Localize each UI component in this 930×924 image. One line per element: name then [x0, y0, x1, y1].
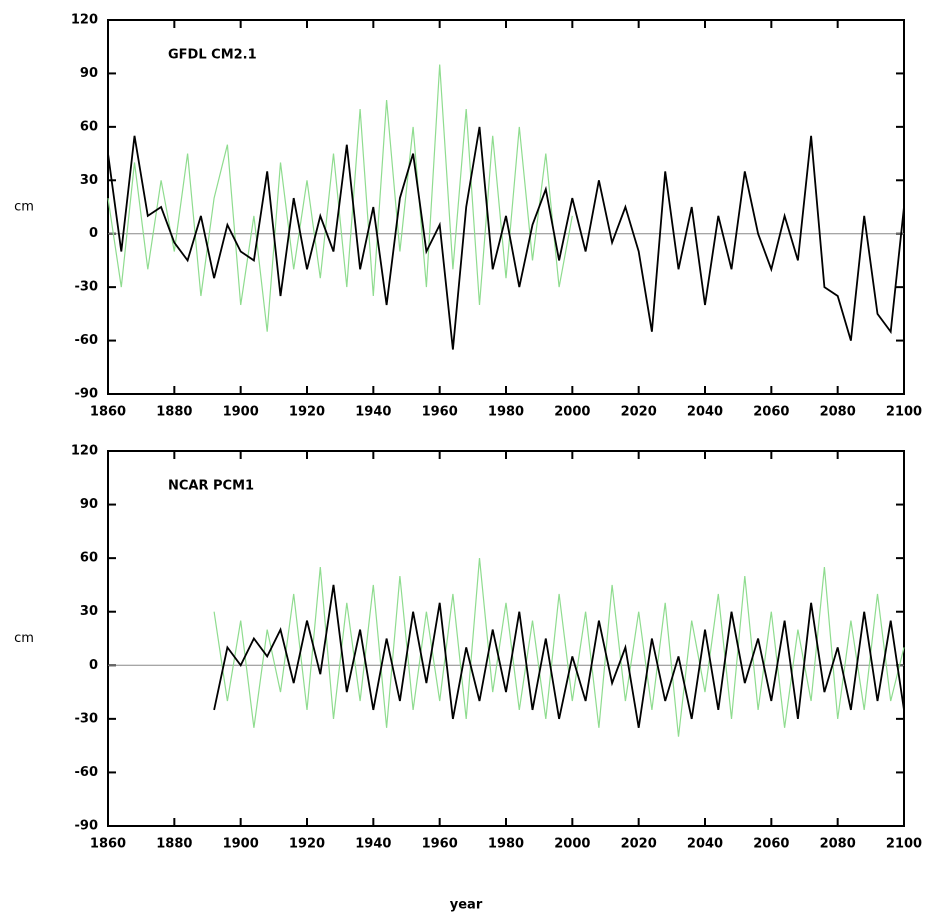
y-axis-label: cm — [14, 631, 34, 646]
plot-frame — [107, 19, 905, 395]
x-tick-label: 1920 — [289, 837, 325, 852]
series-line — [107, 64, 573, 332]
y-tick-label: 30 — [80, 173, 98, 188]
x-tick-label: 1880 — [156, 405, 192, 420]
x-tick-label: 2100 — [886, 405, 922, 420]
panel-title: GFDL CM2.1 — [168, 48, 257, 63]
series-line — [213, 558, 905, 737]
y-tick-label: 30 — [80, 604, 98, 619]
panel-title: NCAR PCM1 — [168, 479, 254, 494]
x-axis-label: year — [450, 898, 483, 913]
x-tick-label: 2100 — [886, 837, 922, 852]
y-tick-label: 60 — [80, 119, 98, 134]
y-axis-label: cm — [14, 200, 34, 215]
y-tick-label: -60 — [75, 333, 99, 348]
y-tick-label: 0 — [89, 226, 98, 241]
y-tick-label: -30 — [75, 280, 99, 295]
x-tick-label: 1860 — [90, 405, 126, 420]
series-line — [213, 584, 905, 728]
series-line — [107, 126, 905, 350]
x-tick-label: 2020 — [621, 405, 657, 420]
x-tick-label: 1920 — [289, 405, 325, 420]
y-tick-label: 60 — [80, 551, 98, 566]
x-tick-label: 2040 — [687, 405, 723, 420]
x-tick-label: 1880 — [156, 837, 192, 852]
x-tick-label: 2000 — [554, 837, 590, 852]
y-tick-label: 0 — [89, 658, 98, 673]
y-tick-label: 90 — [80, 66, 98, 81]
x-tick-label: 1960 — [422, 837, 458, 852]
x-tick-label: 1940 — [355, 405, 391, 420]
y-tick-label: 90 — [80, 497, 98, 512]
x-tick-label: 2060 — [753, 837, 789, 852]
y-tick-label: -60 — [75, 765, 99, 780]
y-tick-label: -30 — [75, 711, 99, 726]
x-tick-label: 1980 — [488, 405, 524, 420]
y-tick-label: -90 — [75, 387, 99, 402]
x-tick-label: 1860 — [90, 837, 126, 852]
x-tick-label: 1900 — [223, 837, 259, 852]
y-tick-label: 120 — [71, 13, 98, 28]
x-tick-label: 2060 — [753, 405, 789, 420]
plot-frame — [107, 450, 905, 827]
y-tick-label: -90 — [75, 819, 99, 834]
x-tick-label: 2020 — [621, 837, 657, 852]
x-tick-label: 1940 — [355, 837, 391, 852]
y-tick-label: 120 — [71, 444, 98, 459]
x-tick-label: 1900 — [223, 405, 259, 420]
x-tick-label: 1960 — [422, 405, 458, 420]
x-tick-label: 2080 — [820, 837, 856, 852]
x-tick-label: 1980 — [488, 837, 524, 852]
x-tick-label: 2040 — [687, 837, 723, 852]
x-tick-label: 2000 — [554, 405, 590, 420]
x-tick-label: 2080 — [820, 405, 856, 420]
